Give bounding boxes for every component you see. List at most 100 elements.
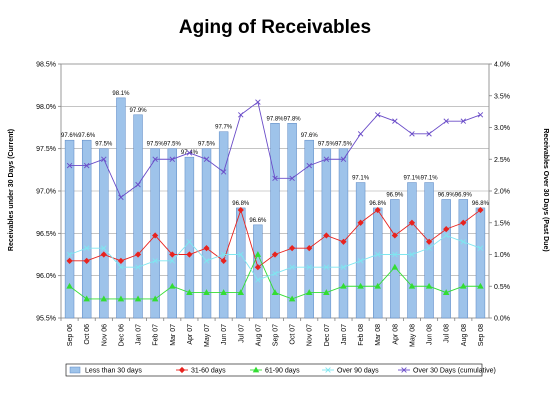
series-point [425, 238, 433, 245]
series-point [340, 156, 347, 162]
x-tick-label: Jan 07 [136, 324, 143, 345]
series-point [203, 289, 210, 296]
y2-tick-label: 4.0% [494, 62, 510, 69]
bar-data-label: 96.8% [369, 201, 387, 207]
series-point [306, 245, 313, 252]
series-point [220, 257, 227, 264]
x-tick-label: Jan 07 [341, 324, 348, 345]
series-point [100, 251, 107, 258]
legend-marker [252, 366, 260, 373]
series-point [152, 258, 158, 264]
series-point [271, 289, 279, 296]
bar-data-label: 96.8% [232, 201, 250, 207]
legend-marker [401, 367, 407, 373]
bar [373, 207, 383, 319]
legend-swatch [69, 366, 81, 374]
bar-data-label: 97.6% [78, 133, 96, 139]
series-point [66, 257, 73, 264]
series-point [83, 162, 90, 169]
series-point [477, 206, 484, 214]
series-point [306, 264, 312, 270]
series-point [203, 156, 210, 162]
legend-entry: 31-60 days [191, 368, 226, 375]
y-tick-label: 95.5% [36, 316, 56, 323]
series-point [272, 175, 278, 182]
bar-data-label: 97.1% [403, 176, 421, 182]
y-tick-label: 96.0% [36, 273, 56, 280]
series-point [425, 282, 433, 289]
y-tick-label: 97.5% [36, 146, 56, 153]
bar [458, 199, 469, 319]
series-point [117, 257, 125, 264]
y-tick-label: 97.0% [36, 189, 56, 196]
x-tick-label: Aug 08 [461, 324, 468, 346]
series-point [271, 251, 279, 258]
y-axis-label: Receivables under 30 Days (Current) [8, 129, 15, 251]
bar [424, 182, 434, 319]
bar-data-label: 97.8% [266, 116, 284, 122]
x-tick-label: Apr 07 [187, 324, 194, 345]
series-point [118, 194, 124, 201]
x-tick-label: Sep 07 [273, 324, 280, 346]
bar [407, 182, 417, 319]
y2-tick-label: 0.5% [494, 284, 510, 291]
series-point [408, 219, 416, 226]
bar [64, 139, 75, 319]
bar-data-label: 98.1% [112, 91, 130, 97]
series-point [101, 156, 107, 162]
y2-tick-label: 0.0% [494, 316, 510, 323]
legend-entry: Less than 30 days [85, 368, 142, 375]
bar-data-label: 96.9% [438, 192, 456, 198]
series-point [323, 264, 330, 270]
series-point [477, 282, 484, 289]
x-tick-label: Jun 08 [427, 324, 434, 345]
x-tick-label: May 08 [409, 324, 416, 347]
series-point [66, 162, 73, 169]
bar-data-label: 97.5% [335, 142, 353, 148]
series-point [66, 282, 73, 289]
bar-data-label: 97.5% [95, 142, 113, 148]
series-point [117, 295, 125, 302]
y-tick-label: 96.5% [36, 231, 56, 238]
chart-title: Aging of Receivables [179, 17, 371, 38]
series-point [392, 118, 398, 124]
legend-entry: 61-90 days [265, 368, 300, 375]
series-point [306, 162, 312, 169]
series-point [169, 251, 176, 258]
bar [81, 139, 92, 319]
legend-entry: Over 30 Days (cumulative) [413, 368, 496, 375]
series-point [272, 270, 278, 277]
series-point [443, 232, 449, 239]
series-point [340, 238, 347, 245]
series-point [135, 181, 141, 188]
series-point [186, 289, 193, 296]
bar [390, 199, 400, 319]
series-point [305, 289, 313, 296]
series-point [135, 264, 141, 270]
series-point [460, 239, 467, 245]
y-tick-label: 98.0% [36, 104, 56, 111]
x-tick-label: Mar 07 [170, 324, 177, 346]
bar-data-label: 97.7% [215, 125, 233, 131]
series-point [357, 219, 364, 226]
series-point [186, 239, 193, 245]
series-point [375, 251, 381, 258]
series-point [66, 251, 73, 258]
series-point [220, 289, 227, 296]
x-tick-label: Dec 07 [324, 324, 331, 346]
series-point [152, 156, 158, 162]
bar [441, 199, 451, 319]
bar-data-label: 97.1% [352, 176, 370, 182]
series-point [220, 251, 227, 258]
y2-tick-label: 3.0% [494, 125, 510, 132]
series-point [409, 131, 415, 137]
series-point [83, 245, 90, 251]
series-point [289, 175, 295, 182]
series-point [288, 295, 296, 302]
x-tick-label: Oct 06 [84, 324, 91, 345]
series-point [169, 156, 175, 162]
x-tick-label: Mar 08 [375, 324, 382, 346]
series-point [254, 251, 262, 257]
series-point [101, 245, 107, 251]
